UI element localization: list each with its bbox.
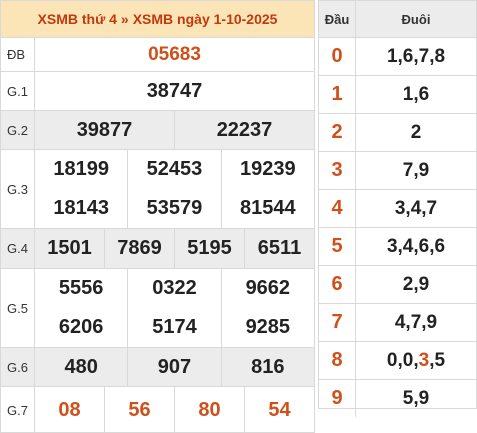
loto-head: 1 <box>319 76 356 113</box>
loto-row: 0 1,6,7,8 <box>319 38 476 76</box>
loto-tail: 2 <box>410 121 422 143</box>
prize-row-g1: G.1 38747 <box>1 72 314 111</box>
loto-row: 2 2 <box>319 114 476 152</box>
prize-number: 81544 <box>220 189 314 228</box>
loto-head: 6 <box>319 266 356 303</box>
loto-head: 2 <box>319 114 356 151</box>
prize-number: 08 <box>58 398 81 421</box>
prize-number: 816 <box>220 348 314 386</box>
prize-row-db: ĐB 05683 <box>1 38 314 72</box>
prize-number: 0322 <box>127 269 220 308</box>
prize-row-g7: G.7 08 56 80 54 <box>1 387 314 433</box>
loto-tail: 1,6,7,8 <box>386 45 446 67</box>
special-prize-number: 05683 <box>148 43 201 65</box>
prize-number: 54 <box>244 387 314 433</box>
prize-number: 53579 <box>127 189 220 228</box>
loto-head: 4 <box>319 190 356 227</box>
prize-number: 5556 <box>58 277 104 299</box>
prize-number: 7869 <box>104 229 174 268</box>
xsmb-weekday-link[interactable]: XSMB thứ 4 <box>37 11 117 27</box>
prize-number: 5195 <box>174 229 244 268</box>
prize-number: 6206 <box>58 316 104 338</box>
loto-tail: 1,6 <box>402 83 430 105</box>
prize-number: 1501 <box>47 237 92 259</box>
prize-label-g7: G.7 <box>1 387 35 433</box>
prize-label-g5: G.5 <box>1 269 35 347</box>
prize-row-g4: G.4 1501 7869 5195 6511 <box>1 229 314 269</box>
loto-tail: 2,9 <box>402 273 430 295</box>
prize-label-db: ĐB <box>1 38 35 71</box>
prize-row-g6: G.6 480 907 816 <box>1 348 314 387</box>
prize-label-g3: G.3 <box>1 150 35 228</box>
loto-row: 7 4,7,9 <box>319 304 476 342</box>
loto-head: 5 <box>319 228 356 265</box>
loto-head: 3 <box>319 152 356 189</box>
prize-number: 52453 <box>127 150 220 189</box>
prize-row-g5: G.5 5556 0322 9662 6206 5174 9285 <box>1 269 314 348</box>
loto-head-tail-table: Đầu Đuôi 0 1,6,7,8 1 1,6 2 2 3 7,9 4 3,4… <box>318 0 477 417</box>
loto-tail: 4,7,9 <box>394 311 438 333</box>
loto-tail: 3,4,6,6 <box>386 235 446 257</box>
loto-tail: 5,9 <box>402 387 430 409</box>
prize-number: 18199 <box>53 158 109 180</box>
loto-tail: 0,0, 3,5 <box>356 342 476 379</box>
prize-number: 19239 <box>220 150 314 189</box>
prize-label-g1: G.1 <box>1 72 35 110</box>
prize-label-g4: G.4 <box>1 229 35 268</box>
loto-tail: 3,4,7 <box>394 197 438 219</box>
loto-row: 6 2,9 <box>319 266 476 304</box>
xsmb-date-link[interactable]: XSMB ngày 1-10-2025 <box>132 11 278 27</box>
loto-row: 1 1,6 <box>319 76 476 114</box>
prize-number: 38747 <box>146 79 203 102</box>
results-header: XSMB thứ 4 » XSMB ngày 1-10-2025 <box>1 1 314 38</box>
loto-header: Đầu Đuôi <box>319 1 476 38</box>
loto-head: 8 <box>319 342 356 379</box>
prize-number: 56 <box>104 387 174 433</box>
prize-number: 9662 <box>220 269 314 308</box>
loto-row: 4 3,4,7 <box>319 190 476 228</box>
loto-head: 7 <box>319 304 356 341</box>
loto-row: 3 7,9 <box>319 152 476 190</box>
loto-tail-highlight: 3 <box>418 349 430 371</box>
prize-number: 22237 <box>174 111 314 149</box>
loto-row: 9 5,9 <box>319 380 476 417</box>
prize-number: 480 <box>64 355 98 378</box>
results-table: XSMB thứ 4 » XSMB ngày 1-10-2025 ĐB 0568… <box>0 0 315 433</box>
head-column-label: Đầu <box>319 1 356 37</box>
loto-row: 8 0,0, 3,5 <box>319 342 476 380</box>
prize-number: 907 <box>127 348 220 386</box>
loto-tail: 7,9 <box>402 159 430 181</box>
loto-tail-part: 0,0, <box>386 349 419 371</box>
tail-column-label: Đuôi <box>401 11 431 27</box>
prize-number: 18143 <box>53 197 109 219</box>
prize-label-g2: G.2 <box>1 111 35 149</box>
prize-row-g3: G.3 18199 52453 19239 18143 53579 81544 <box>1 150 314 229</box>
breadcrumb-separator: » <box>120 11 129 27</box>
prize-number: 80 <box>174 387 244 433</box>
prize-number: 9285 <box>220 308 314 347</box>
prize-number: 6511 <box>244 229 314 268</box>
loto-head: 0 <box>319 38 356 75</box>
loto-head: 9 <box>319 380 356 417</box>
prize-number: 39877 <box>76 118 133 141</box>
prize-number: 5174 <box>127 308 220 347</box>
loto-row: 5 3,4,6,6 <box>319 228 476 266</box>
loto-tail-part: ,5 <box>429 349 446 371</box>
prize-row-g2: G.2 39877 22237 <box>1 111 314 150</box>
prize-label-g6: G.6 <box>1 348 35 386</box>
